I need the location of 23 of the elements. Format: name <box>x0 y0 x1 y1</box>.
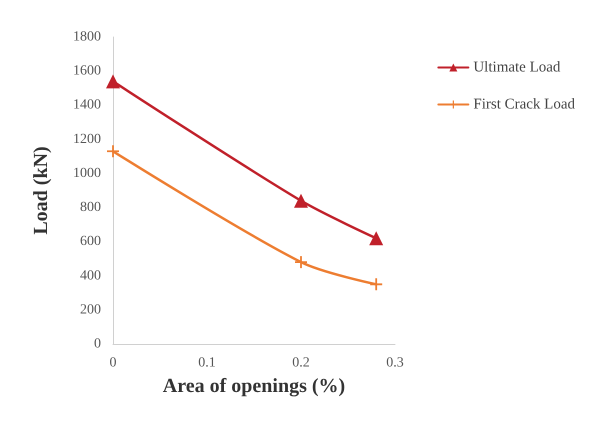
legend-label: First Crack Load <box>473 96 576 112</box>
point <box>369 231 384 246</box>
y-tick-label: 1600 <box>73 64 101 79</box>
y-tick-label: 1800 <box>73 30 101 44</box>
x-axis-title: Area of openings (%) <box>162 375 346 397</box>
y-tick-label: 0 <box>94 336 101 352</box>
point <box>106 74 120 88</box>
y-tick-label: 1400 <box>73 98 101 113</box>
point <box>107 145 119 158</box>
x-tick-label: 0.1 <box>198 356 216 370</box>
y-tick-label: 400 <box>80 268 101 284</box>
y-axis-title: Load (kN) <box>30 146 52 235</box>
x-tick-label: 0 <box>110 356 116 370</box>
y-tick-label: 1200 <box>73 132 101 147</box>
point <box>294 194 308 208</box>
x-tick-label: 0.2 <box>292 356 310 370</box>
y-tick-label: 600 <box>80 234 101 250</box>
legend-label: Ultimate Load <box>473 60 561 76</box>
y-tick-label: 1000 <box>73 166 101 181</box>
y-tick-label: 200 <box>80 302 101 318</box>
point <box>295 256 307 268</box>
y-tick-label: 800 <box>80 200 101 216</box>
x-tick-label: 0.3 <box>386 356 404 370</box>
